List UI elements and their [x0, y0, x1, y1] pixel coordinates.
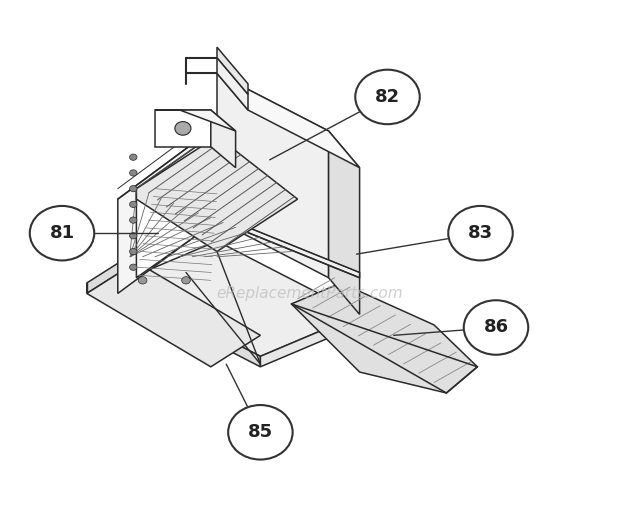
Polygon shape	[291, 283, 477, 393]
Polygon shape	[87, 252, 136, 293]
Circle shape	[30, 206, 94, 260]
Polygon shape	[136, 136, 298, 252]
Circle shape	[130, 170, 137, 176]
Circle shape	[130, 248, 137, 255]
Circle shape	[130, 264, 137, 270]
Circle shape	[464, 300, 528, 355]
Polygon shape	[217, 73, 329, 278]
Polygon shape	[329, 131, 360, 314]
Circle shape	[138, 277, 147, 284]
Polygon shape	[118, 126, 217, 293]
Polygon shape	[217, 47, 248, 94]
Text: 86: 86	[484, 319, 508, 336]
Circle shape	[130, 201, 137, 208]
Text: eReplacementParts.com: eReplacementParts.com	[216, 286, 404, 301]
Polygon shape	[217, 58, 248, 110]
Polygon shape	[155, 110, 211, 147]
Text: 85: 85	[248, 423, 273, 441]
Polygon shape	[155, 110, 236, 131]
Polygon shape	[118, 283, 260, 367]
Circle shape	[182, 277, 190, 284]
Polygon shape	[87, 262, 260, 367]
Text: 82: 82	[375, 88, 400, 106]
Circle shape	[448, 206, 513, 260]
Circle shape	[130, 217, 137, 223]
Text: 81: 81	[50, 224, 74, 242]
Text: 83: 83	[468, 224, 493, 242]
Polygon shape	[217, 73, 360, 168]
Circle shape	[228, 405, 293, 460]
Circle shape	[130, 233, 137, 239]
Polygon shape	[136, 136, 211, 278]
Circle shape	[175, 122, 191, 135]
Polygon shape	[118, 241, 360, 356]
Polygon shape	[211, 110, 236, 168]
Polygon shape	[217, 215, 360, 278]
Circle shape	[130, 185, 137, 192]
Circle shape	[355, 70, 420, 124]
Circle shape	[130, 154, 137, 160]
Polygon shape	[260, 314, 360, 367]
